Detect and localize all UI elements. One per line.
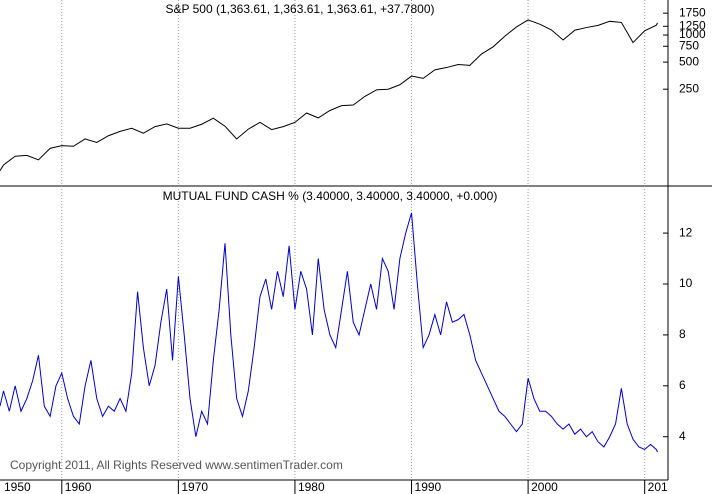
y-tick-label: 12 — [679, 225, 693, 239]
x-tick-label: 2010 — [648, 480, 675, 494]
x-tick-label: 1960 — [65, 480, 92, 494]
annotation: Copyright 2011, All Rights Reserved www.… — [10, 458, 343, 472]
y-tick-label: 1750 — [679, 5, 706, 19]
chart-title: MUTUAL FUND CASH % (3.40000, 3.40000, 3.… — [163, 189, 498, 203]
x-tick-label: 1990 — [415, 480, 442, 494]
x-tick-label: 1970 — [181, 480, 208, 494]
y-tick-label: 4 — [679, 429, 686, 443]
y-tick-label: 500 — [679, 54, 699, 68]
x-tick-label: 1950 — [4, 480, 31, 494]
x-tick-label: 1980 — [298, 480, 325, 494]
series-line — [0, 19, 658, 172]
y-tick-label: 8 — [679, 327, 686, 341]
series-line — [0, 212, 658, 453]
y-tick-label: 1000 — [679, 27, 706, 41]
y-tick-label: 10 — [679, 276, 693, 290]
y-tick-label: 1250 — [679, 18, 706, 32]
y-tick-label: 750 — [679, 38, 699, 52]
x-tick-label: 2000 — [531, 480, 558, 494]
y-tick-label: 250 — [679, 81, 699, 95]
y-tick-label: 6 — [679, 378, 686, 392]
chart-title: S&P 500 (1,363.61, 1,363.61, 1,363.61, +… — [166, 2, 435, 16]
x-labels: 1950 1960 1970 1980 1990 2000 2010 — [4, 480, 675, 494]
